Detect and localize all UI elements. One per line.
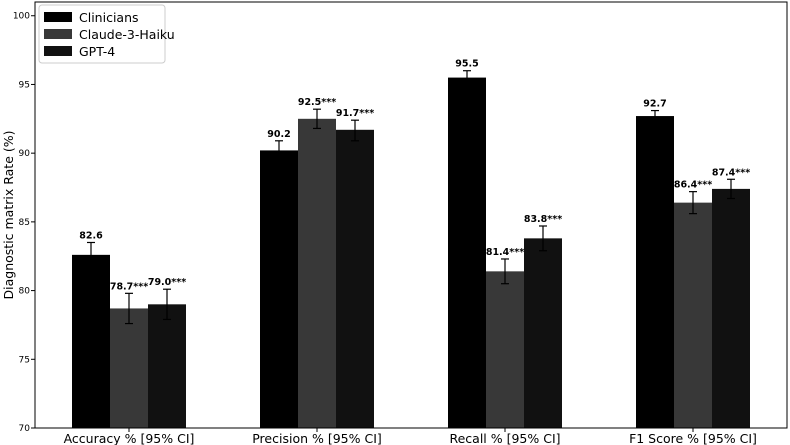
bar-clinicians-0 — [72, 254, 110, 428]
error-bar — [275, 140, 283, 161]
bar-clinicians-1 — [260, 150, 298, 428]
error-bar — [463, 70, 471, 86]
bar-gpt-4-3 — [712, 188, 750, 428]
error-bar — [125, 292, 133, 325]
error-bar — [163, 288, 171, 321]
error-bar — [313, 108, 321, 130]
bar-claude-3-haiku-3 — [674, 202, 712, 428]
x-tick-label: F1 Score % [95% CI] — [629, 431, 757, 445]
x-tick-label: Precision % [95% CI] — [252, 431, 382, 445]
data-label: 92.7 — [643, 99, 666, 110]
legend-swatch-claude-3-haiku — [44, 29, 72, 39]
bar-gpt-4-2 — [524, 238, 562, 428]
error-bar — [651, 109, 659, 123]
x-axis: Accuracy % [95% CI] Precision % [95% CI] R… — [64, 428, 757, 445]
error-bar — [727, 178, 735, 200]
data-label: 95.5 — [455, 59, 478, 70]
error-bar — [351, 119, 359, 142]
data-label: 90.2 — [267, 129, 290, 140]
legend-label-claude-3-haiku: Claude-3-Haiku — [79, 27, 175, 42]
y-tick-label-100: 100 — [13, 12, 30, 22]
y-tick-label-75: 75 — [19, 355, 30, 365]
y-tick-label-90: 90 — [19, 149, 31, 159]
data-labels-layer: 82.6 78.7*** 79.0*** 90.2 92.5***91.7*** 95.5… — [79, 59, 750, 293]
data-label: 79.0*** — [148, 277, 186, 288]
data-label: 86.4*** — [674, 180, 712, 191]
bar-claude-3-haiku-1 — [298, 118, 336, 428]
y-tick-label-70: 70 — [19, 424, 31, 434]
data-label: 91.7*** — [336, 108, 374, 119]
legend-label-clinicians: Clinicians — [79, 10, 139, 25]
error-bar — [539, 225, 547, 252]
bar-clinicians-2 — [448, 77, 486, 429]
bar-clinicians-3 — [636, 116, 674, 428]
bars-layer — [72, 77, 750, 429]
data-label: 87.4*** — [712, 167, 750, 178]
legend-label-gpt-4: GPT-4 — [79, 44, 115, 59]
bar-claude-3-haiku-2 — [486, 271, 524, 428]
y-axis-title: Diagnostic matrix Rate (%) — [1, 131, 16, 300]
data-label: 78.7*** — [110, 281, 148, 292]
error-bars-layer — [87, 70, 735, 325]
y-tick-label-80: 80 — [19, 287, 31, 297]
y-tick-label-85: 85 — [19, 218, 30, 228]
data-label: 81.4*** — [486, 247, 524, 258]
plot-frame — [34, 1, 788, 429]
legend-swatch-gpt-4 — [44, 46, 72, 56]
x-tick-label: Accuracy % [95% CI] — [64, 431, 195, 445]
bar-gpt-4-0 — [148, 304, 186, 428]
y-tick-label-95: 95 — [19, 80, 30, 90]
data-label: 83.8*** — [524, 214, 562, 225]
error-bar — [689, 191, 697, 215]
legend: Clinicians Claude-3-Haiku GPT-4 — [38, 4, 175, 64]
error-bar — [87, 241, 95, 268]
bar-gpt-4-1 — [336, 129, 374, 429]
data-label: 82.6 — [79, 230, 103, 241]
bar-claude-3-haiku-0 — [110, 308, 148, 428]
data-label: 92.5*** — [298, 97, 336, 108]
error-bar — [501, 258, 509, 285]
y-axis: 70 75 80 85 90 95 100 — [13, 12, 35, 434]
x-tick-label: Recall % [95% CI] — [449, 431, 560, 445]
legend-swatch-clinicians — [44, 12, 72, 22]
